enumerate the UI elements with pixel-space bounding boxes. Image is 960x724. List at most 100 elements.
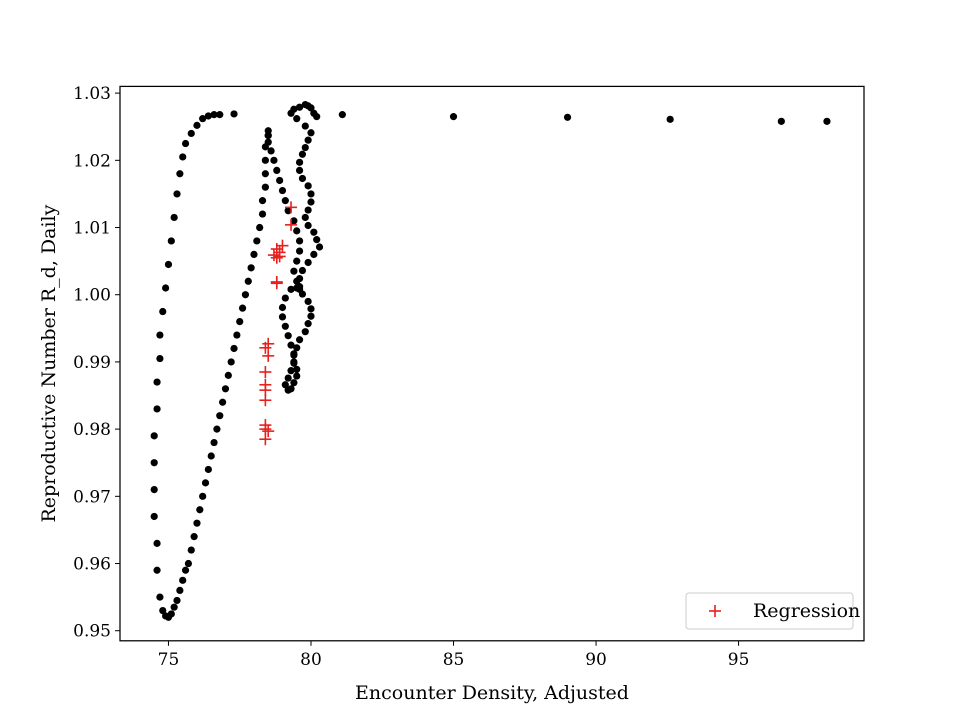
- data-point: [227, 358, 235, 366]
- data-point: [295, 166, 304, 174]
- data-point: [276, 176, 284, 185]
- data-point: [295, 103, 304, 111]
- y-tick-label: 0.95: [73, 622, 111, 642]
- data-point: [278, 303, 287, 312]
- data-point: [293, 365, 301, 373]
- regression-point: [270, 277, 283, 290]
- data-point: [264, 131, 272, 140]
- data-point: [238, 304, 247, 312]
- data-point: [307, 198, 315, 206]
- data-point: [181, 566, 190, 574]
- data-point: [153, 405, 161, 413]
- plot-frame: [119, 85, 865, 642]
- data-point: [193, 519, 201, 527]
- data-point: [449, 113, 458, 121]
- data-point: [304, 320, 312, 328]
- legend: Regression: [685, 592, 860, 630]
- data-point: [224, 371, 232, 379]
- y-tick-label: 1.01: [73, 219, 111, 239]
- data-point: [307, 312, 315, 320]
- data-point: [230, 344, 238, 353]
- data-point: [310, 250, 318, 258]
- data-point: [301, 143, 309, 152]
- data-point: [287, 341, 295, 349]
- data-point: [287, 285, 295, 293]
- data-point: [210, 438, 218, 447]
- regression-point: [262, 349, 275, 362]
- data-point: [290, 379, 298, 387]
- data-point: [307, 129, 315, 137]
- data-point: [261, 170, 269, 178]
- legend-regression-marker: [709, 605, 721, 617]
- regression-point: [273, 250, 286, 263]
- data-point: [247, 264, 255, 272]
- data-point: [176, 170, 184, 178]
- data-point: [153, 566, 161, 574]
- data-point: [293, 277, 301, 285]
- y-tick-label: 0.98: [73, 420, 111, 440]
- regression-point: [285, 218, 298, 231]
- data-point: [204, 112, 212, 120]
- data-point: [179, 153, 187, 161]
- data-point: [258, 197, 267, 205]
- data-point: [295, 247, 304, 255]
- x-tick-label: 85: [443, 650, 465, 670]
- data-point: [156, 593, 164, 601]
- data-point: [666, 115, 674, 123]
- data-point: [153, 539, 161, 547]
- data-point: [304, 221, 312, 230]
- data-point: [338, 111, 346, 119]
- data-point: [307, 190, 315, 198]
- data-point: [164, 260, 173, 269]
- data-point: [293, 227, 301, 235]
- data-point: [304, 258, 312, 267]
- data-point: [210, 111, 218, 119]
- regression-point: [285, 201, 298, 214]
- data-point: [281, 322, 289, 330]
- data-point: [213, 425, 221, 433]
- data-point: [207, 452, 215, 460]
- data-point: [298, 174, 307, 183]
- data-point: [204, 465, 212, 474]
- data-point: [150, 432, 158, 440]
- data-point: [159, 307, 167, 316]
- data-point: [199, 492, 207, 500]
- data-point: [290, 350, 298, 358]
- data-point: [278, 186, 287, 195]
- y-tick-label: 0.97: [73, 487, 111, 507]
- data-point: [290, 267, 298, 275]
- data-point: [304, 182, 312, 190]
- data-point: [298, 150, 307, 158]
- data-point: [823, 117, 831, 125]
- data-point: [150, 512, 158, 521]
- data-point: [284, 207, 292, 215]
- y-tick-label: 1.02: [73, 151, 111, 171]
- data-point: [179, 576, 187, 584]
- data-point: [170, 603, 178, 611]
- data-point: [150, 459, 158, 467]
- data-point: [162, 284, 170, 292]
- data-point: [293, 115, 301, 123]
- data-point: [193, 121, 201, 129]
- data-point: [176, 586, 184, 595]
- data-point: [304, 206, 312, 214]
- data-point: [304, 136, 312, 144]
- data-point: [304, 297, 312, 306]
- data-point: [287, 385, 295, 393]
- data-point: [313, 236, 321, 244]
- data-point: [281, 294, 289, 302]
- data-point: [261, 143, 269, 151]
- y-tick-label: 0.99: [73, 353, 111, 373]
- data-point: [310, 228, 318, 236]
- data-point: [281, 197, 289, 205]
- data-point: [250, 250, 258, 258]
- regression-point: [259, 366, 272, 378]
- data-point: [301, 122, 309, 130]
- data-point: [293, 372, 301, 380]
- x-axis-label: Encounter Density, Adjusted: [355, 682, 629, 704]
- data-point: [233, 331, 241, 339]
- data-point: [284, 374, 292, 382]
- x-tick-label: 75: [158, 650, 180, 670]
